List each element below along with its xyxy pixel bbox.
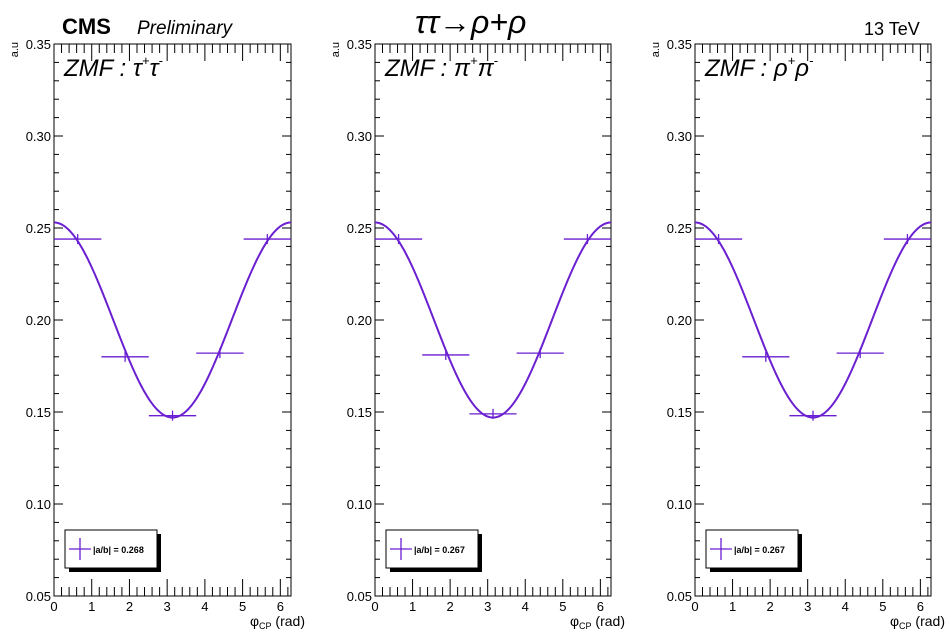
- experiment-label: CMS: [62, 14, 111, 39]
- y-tick-label: 0.20: [347, 313, 372, 328]
- y-tick-label: 0.35: [347, 37, 372, 52]
- y-tick-label: 0.25: [347, 221, 372, 236]
- x-axis-label-base: φ: [250, 613, 259, 629]
- chart-panel-3: 0.05 0.10 0.15 0.20 0.25 0.30 0.35 0 1 2 3 4 5 6 a.u φC…: [650, 37, 945, 631]
- x-axis-label: φCP (rad): [250, 613, 305, 631]
- panel-label-mid: ρ: [794, 55, 809, 82]
- plot-frame: [694, 43, 932, 597]
- y-tick-label: 0.35: [26, 37, 51, 52]
- x-axis-label-unit: (rad): [272, 613, 305, 629]
- panel-label-superscript-plus: +: [142, 53, 150, 68]
- y-tick-label: 0.10: [347, 497, 372, 512]
- x-axis-label: φCP (rad): [570, 613, 625, 631]
- y-tick-label: 0.05: [667, 589, 692, 604]
- panel-label: ZMF : τ+τ-: [63, 53, 163, 82]
- panel-label-superscript-plus: +: [788, 53, 796, 68]
- x-tick-label: 6: [917, 599, 924, 614]
- x-tick-label: 3: [164, 599, 171, 614]
- y-tick-label: 0.30: [26, 129, 51, 144]
- legend-label: |a/b| = 0.268: [93, 545, 144, 555]
- panel-label-base: ZMF : π: [384, 55, 471, 82]
- x-tick-label: 2: [447, 599, 454, 614]
- panel-label-base: ZMF : τ: [63, 55, 144, 82]
- panel-label: ZMF : ρ+ρ-: [704, 53, 814, 82]
- x-tick-label: 3: [804, 599, 811, 614]
- panel-label-superscript-minus: -: [809, 53, 814, 68]
- y-tick-label: 0.10: [26, 497, 51, 512]
- energy-label: 13 TeV: [864, 19, 920, 39]
- y-tick-label: 0.25: [26, 221, 51, 236]
- x-tick-label: 5: [559, 599, 566, 614]
- legend-label: |a/b| = 0.267: [414, 545, 465, 555]
- panel-label-superscript-plus: +: [470, 53, 478, 68]
- y-tick-label: 0.15: [26, 405, 51, 420]
- fit-curve: [374, 221, 612, 419]
- y-tick-label: 0.15: [347, 405, 372, 420]
- y-tick-label: 0.15: [667, 405, 692, 420]
- x-axis-label-subscript: CP: [259, 621, 272, 631]
- x-tick-label: 2: [767, 599, 774, 614]
- x-tick-label: 2: [126, 599, 133, 614]
- x-tick-label: 0: [50, 599, 57, 614]
- y-axis-label: a.u: [9, 42, 21, 57]
- chart-panel-2: 0.05 0.10 0.15 0.20 0.25 0.30 0.35 0 1 2 3 4 5 6 a.u φC…: [330, 37, 625, 631]
- y-tick-label: 0.30: [667, 129, 692, 144]
- legend-label: |a/b| = 0.267: [734, 545, 785, 555]
- x-tick-label: 6: [277, 599, 284, 614]
- x-tick-label: 4: [522, 599, 529, 614]
- x-axis-label: φCP (rad): [890, 613, 945, 631]
- x-tick-label: 4: [842, 599, 849, 614]
- x-tick-label: 1: [88, 599, 95, 614]
- x-tick-label: 1: [729, 599, 736, 614]
- panel-label-base: ZMF : ρ: [704, 55, 788, 82]
- x-axis-label-unit: (rad): [912, 613, 945, 629]
- x-tick-label: 5: [239, 599, 246, 614]
- x-axis-label-unit: (rad): [592, 613, 625, 629]
- status-label: Preliminary: [137, 18, 233, 39]
- x-tick-label: 3: [484, 599, 491, 614]
- x-tick-label: 0: [691, 599, 698, 614]
- y-axis-label: a.u: [650, 42, 662, 57]
- fit-curve: [53, 221, 292, 419]
- y-tick-label: 0.05: [26, 589, 51, 604]
- process-title: ττ→ρ+ρ: [415, 4, 527, 40]
- fit-curve: [694, 221, 932, 419]
- panel-label-mid: τ: [149, 55, 160, 82]
- x-tick-label: 0: [371, 599, 378, 614]
- plot-frame: [53, 43, 292, 597]
- x-tick-label: 5: [879, 599, 886, 614]
- plot-frame: [374, 43, 612, 597]
- panel-label-mid: π: [478, 55, 495, 82]
- x-tick-label: 4: [201, 599, 208, 614]
- y-tick-label: 0.30: [347, 129, 372, 144]
- x-axis-label-base: φ: [570, 613, 579, 629]
- x-axis-label-base: φ: [890, 613, 899, 629]
- x-tick-label: 1: [409, 599, 416, 614]
- y-tick-label: 0.20: [26, 313, 51, 328]
- panel-label-superscript-minus: -: [158, 53, 163, 68]
- x-axis-label-subscript: CP: [579, 621, 592, 631]
- y-tick-label: 0.20: [667, 313, 692, 328]
- y-tick-label: 0.05: [347, 589, 372, 604]
- y-tick-label: 0.10: [667, 497, 692, 512]
- y-tick-label: 0.35: [667, 37, 692, 52]
- panel-label-superscript-minus: -: [494, 53, 499, 68]
- x-tick-label: 6: [597, 599, 604, 614]
- x-axis-label-subscript: CP: [899, 621, 912, 631]
- panel-label: ZMF : π+π-: [384, 53, 499, 82]
- y-tick-label: 0.25: [667, 221, 692, 236]
- chart-panel-1: 0.05 0.10 0.15 0.20 0.25 0.30 0.35 0 1 2 3 4 5 6 a.u φC…: [9, 37, 305, 631]
- y-axis-label: a.u: [330, 42, 342, 57]
